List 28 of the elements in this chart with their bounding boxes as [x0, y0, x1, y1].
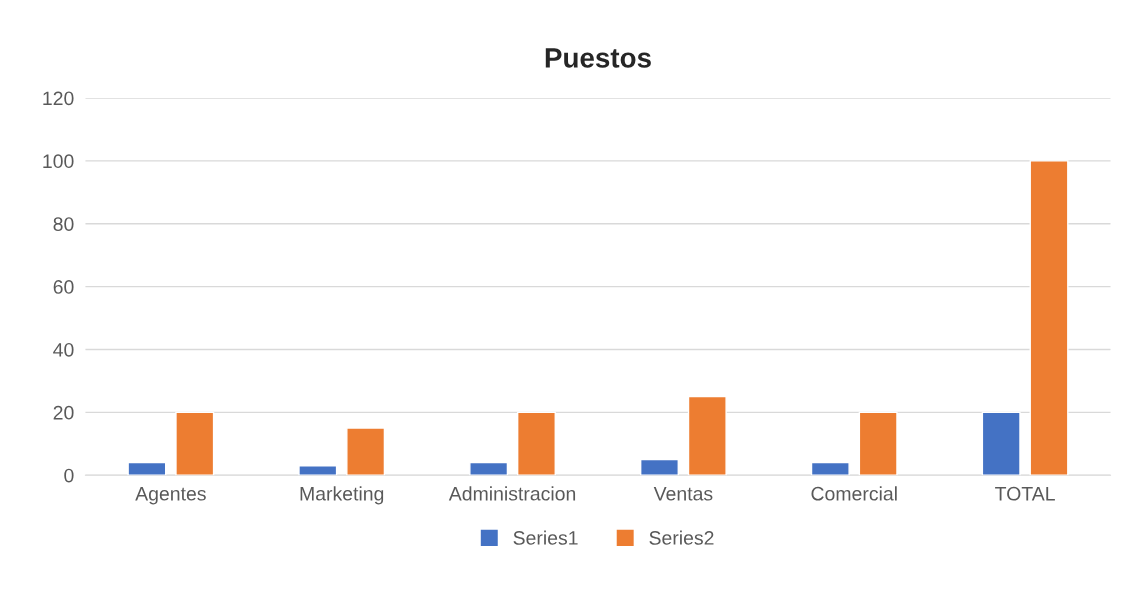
bar	[981, 411, 1021, 476]
bar	[469, 461, 509, 476]
legend-label: Series1	[513, 530, 578, 545]
x-tick-label: TOTAL	[995, 486, 1055, 501]
x-tick-label: Marketing	[300, 486, 384, 505]
bar	[516, 411, 556, 476]
bar	[687, 395, 727, 476]
y-tick-label: 120	[43, 91, 74, 106]
bar	[1029, 160, 1069, 476]
bar	[175, 411, 215, 476]
x-tick-label: Comercial	[811, 486, 897, 501]
bar	[298, 465, 338, 476]
y-tick-label: 60	[53, 280, 74, 294]
y-tick-label: 100	[43, 154, 74, 169]
bar	[639, 458, 679, 476]
chart-title: Puestos	[545, 48, 651, 68]
bar	[346, 427, 386, 476]
x-tick-label: Ventas	[653, 487, 713, 501]
bar	[810, 461, 850, 476]
x-tick-label: Administracion	[448, 486, 576, 501]
y-tick-label: 80	[53, 217, 74, 231]
bar	[127, 461, 167, 476]
x-tick-label: Agentes	[135, 487, 206, 505]
y-tick-label: 20	[53, 405, 74, 420]
y-tick-label: 0	[64, 468, 74, 483]
bar	[858, 411, 898, 476]
y-tick-label: 40	[53, 342, 74, 357]
legend-label: Series2	[649, 530, 714, 545]
